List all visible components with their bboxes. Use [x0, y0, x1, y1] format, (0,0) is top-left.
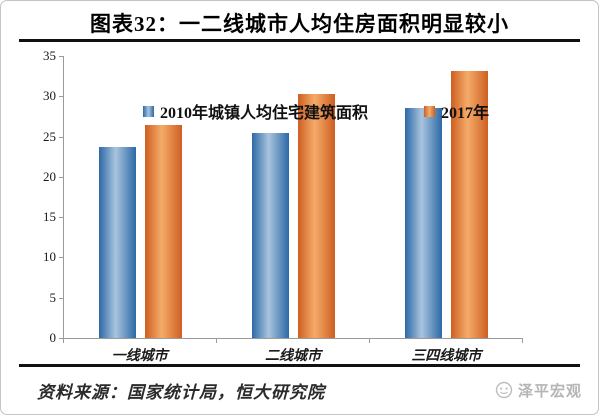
y-axis-tick-mark	[59, 338, 64, 339]
bar-series1-cat3	[405, 108, 442, 338]
y-axis-tick-label: 25	[43, 128, 56, 144]
y-axis-tick-mark	[59, 297, 64, 299]
y-axis-tick-label: 30	[43, 88, 56, 104]
title-divider	[19, 39, 580, 42]
x-axis-tick-mark	[215, 338, 217, 343]
y-axis-tick-mark	[59, 257, 64, 259]
zeping-logo-icon	[494, 380, 514, 400]
legend-swatch-2017	[424, 105, 436, 117]
x-axis-tick-mark	[63, 338, 64, 343]
category-label-1: 一线城市	[111, 349, 168, 364]
figure-title: 图表32：一二线城市人均住房面积明显较小	[90, 12, 509, 36]
bar-series1-cat2	[252, 132, 289, 338]
legend-swatch-2010	[143, 105, 154, 117]
y-axis-tick-mark	[59, 96, 64, 98]
x-axis-category-labels: 一线城市 二线城市 三四线城市	[63, 345, 523, 365]
y-axis-tick-label: 5	[49, 289, 57, 305]
bar-series2-cat1	[145, 124, 182, 338]
bar-series2-cat3	[451, 70, 488, 338]
x-axis-tick-mark	[368, 338, 370, 343]
bar-group-3	[370, 56, 523, 338]
legend-label-2010: 2010年城镇人均住宅建筑面积	[160, 105, 369, 122]
y-axis-tick-label: 0	[49, 330, 57, 345]
source-note: 资料来源：国家统计局，恒大研究院	[37, 382, 325, 402]
bar-chart: 0 5 10 15 20 25 30 35 2010年城镇人均住宅建筑面积 2017年 一线城…	[1, 42, 598, 364]
legend-label-2017: 2017年	[441, 105, 490, 122]
y-axis-tick-mark	[59, 56, 64, 57]
bar-group-2	[217, 56, 370, 338]
watermark: 泽平宏观	[494, 380, 582, 401]
bar-groups	[64, 56, 523, 338]
y-axis-tick-mark	[59, 136, 64, 138]
bar-group-1	[64, 56, 217, 338]
y-axis-tick-mark	[59, 217, 64, 219]
category-label-2: 二线城市	[264, 349, 321, 364]
chart-legend: 2010年城镇人均住宅建筑面积 2017年	[143, 99, 489, 123]
bar-series2-cat2	[298, 93, 335, 338]
category-label-3: 三四线城市	[411, 349, 482, 364]
legend-item-2017: 2017年	[424, 99, 489, 123]
watermark-label: 泽平宏观	[517, 383, 582, 400]
plot-area: 0 5 10 15 20 25 30 35	[43, 49, 523, 345]
y-axis-tick-label: 15	[43, 209, 56, 225]
legend-item-2010: 2010年城镇人均住宅建筑面积	[143, 99, 368, 123]
y-axis-tick-label: 20	[43, 168, 56, 184]
x-axis-tick-mark	[522, 338, 523, 343]
y-axis-tick-label: 35	[43, 48, 56, 63]
y-axis-tick-label: 10	[43, 249, 56, 265]
footer: 资料来源：国家统计局，恒大研究院 泽平宏观	[1, 367, 598, 413]
bar-series1-cat1	[99, 147, 136, 338]
y-axis-tick-mark	[59, 176, 64, 178]
footer-divider	[19, 364, 580, 367]
